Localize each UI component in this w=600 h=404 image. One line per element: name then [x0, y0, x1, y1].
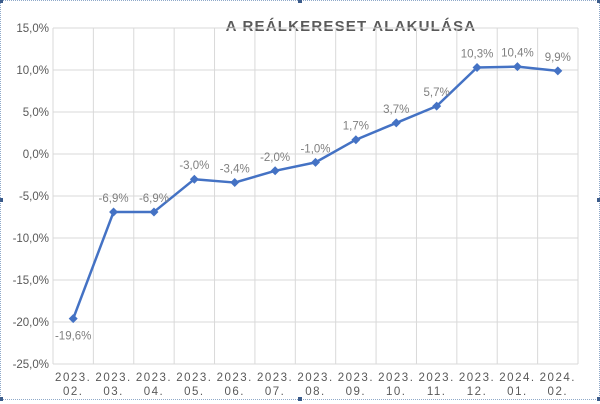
- data-label: 5,7%: [424, 87, 450, 99]
- data-label: 9,9%: [545, 52, 571, 64]
- data-label: -6,9%: [139, 193, 169, 205]
- y-tick-label: -5,0%: [19, 191, 49, 203]
- data-point-marker: [351, 135, 361, 145]
- y-tick-label: 10,0%: [16, 65, 49, 77]
- data-label: -19,6%: [55, 331, 91, 343]
- data-label: -1,0%: [300, 143, 330, 155]
- x-tick-label: 2024. 02.: [540, 372, 576, 398]
- x-tick-label: 2023. 10.: [378, 372, 414, 398]
- data-point-marker: [553, 66, 563, 76]
- data-label: -3,0%: [179, 160, 209, 172]
- resize-handle-bottom-right[interactable]: [597, 397, 600, 401]
- data-point-marker: [472, 62, 482, 72]
- resize-handle-middle-right[interactable]: [597, 198, 600, 202]
- resize-handle-top-right[interactable]: [597, 0, 600, 3]
- x-tick-label: 2024. 01.: [499, 372, 535, 398]
- y-tick-label: -20,0%: [13, 317, 49, 329]
- x-axis-labels: 2023. 02.2023. 03.2023. 04.2023. 05.2023. 06.…: [55, 372, 576, 398]
- x-tick-label: 2023. 07.: [257, 372, 293, 398]
- x-tick-label: 2023. 11.: [419, 372, 455, 398]
- data-point-marker: [68, 314, 78, 324]
- chart-title: A REÁLKERESET ALAKULÁSA: [226, 18, 477, 35]
- data-point-marker: [432, 101, 442, 111]
- resize-handle-bottom-left[interactable]: [0, 397, 3, 401]
- x-tick-label: 2023. 05.: [176, 372, 212, 398]
- data-point-marker: [230, 178, 240, 188]
- data-label: -3,4%: [220, 164, 250, 176]
- y-tick-label: -10,0%: [13, 233, 49, 245]
- x-tick-label: 2023. 06.: [217, 372, 253, 398]
- y-tick-label: 0,0%: [23, 149, 49, 161]
- data-series: [68, 62, 563, 324]
- y-tick-label: 5,0%: [23, 107, 49, 119]
- y-tick-label: -25,0%: [13, 359, 49, 371]
- x-tick-label: 2023. 02.: [55, 372, 91, 398]
- data-label: 1,7%: [343, 121, 369, 133]
- resize-handle-top-center[interactable]: [298, 0, 302, 3]
- gridlines: [52, 27, 579, 365]
- data-point-marker: [109, 207, 119, 217]
- y-axis-labels: 15,0% 10,0% 5,0% 0,0% -5,0% -10,0% -15,0% -20,0…: [13, 23, 49, 371]
- data-point-marker: [512, 62, 522, 72]
- data-labels: -19,6% -6,9% -6,9% -3,0% -3,4% -2,0% -1,0% 1,7%…: [55, 48, 571, 343]
- data-point-marker: [391, 118, 401, 128]
- resize-handle-middle-left[interactable]: [0, 198, 3, 202]
- data-label: 10,3%: [461, 48, 494, 60]
- data-label: -6,9%: [99, 193, 129, 205]
- x-tick-label: 2023. 12.: [459, 372, 495, 398]
- x-tick-label: 2023. 09.: [338, 372, 374, 398]
- x-tick-label: 2023. 04.: [136, 372, 172, 398]
- resize-handle-top-left[interactable]: [0, 0, 3, 3]
- data-point-marker: [270, 166, 280, 176]
- data-point-marker: [311, 157, 320, 167]
- x-tick-label: 2023. 03.: [95, 372, 131, 398]
- y-tick-label: -15,0%: [13, 275, 49, 287]
- data-label: -2,0%: [260, 152, 290, 164]
- x-tick-label: 2023. 08.: [297, 372, 333, 398]
- data-point-marker: [149, 207, 159, 217]
- y-tick-label: 15,0%: [16, 23, 49, 35]
- data-point-marker: [189, 174, 199, 184]
- data-label: 3,7%: [383, 104, 409, 116]
- data-label: 10,4%: [501, 48, 534, 60]
- resize-handle-bottom-center[interactable]: [298, 397, 302, 401]
